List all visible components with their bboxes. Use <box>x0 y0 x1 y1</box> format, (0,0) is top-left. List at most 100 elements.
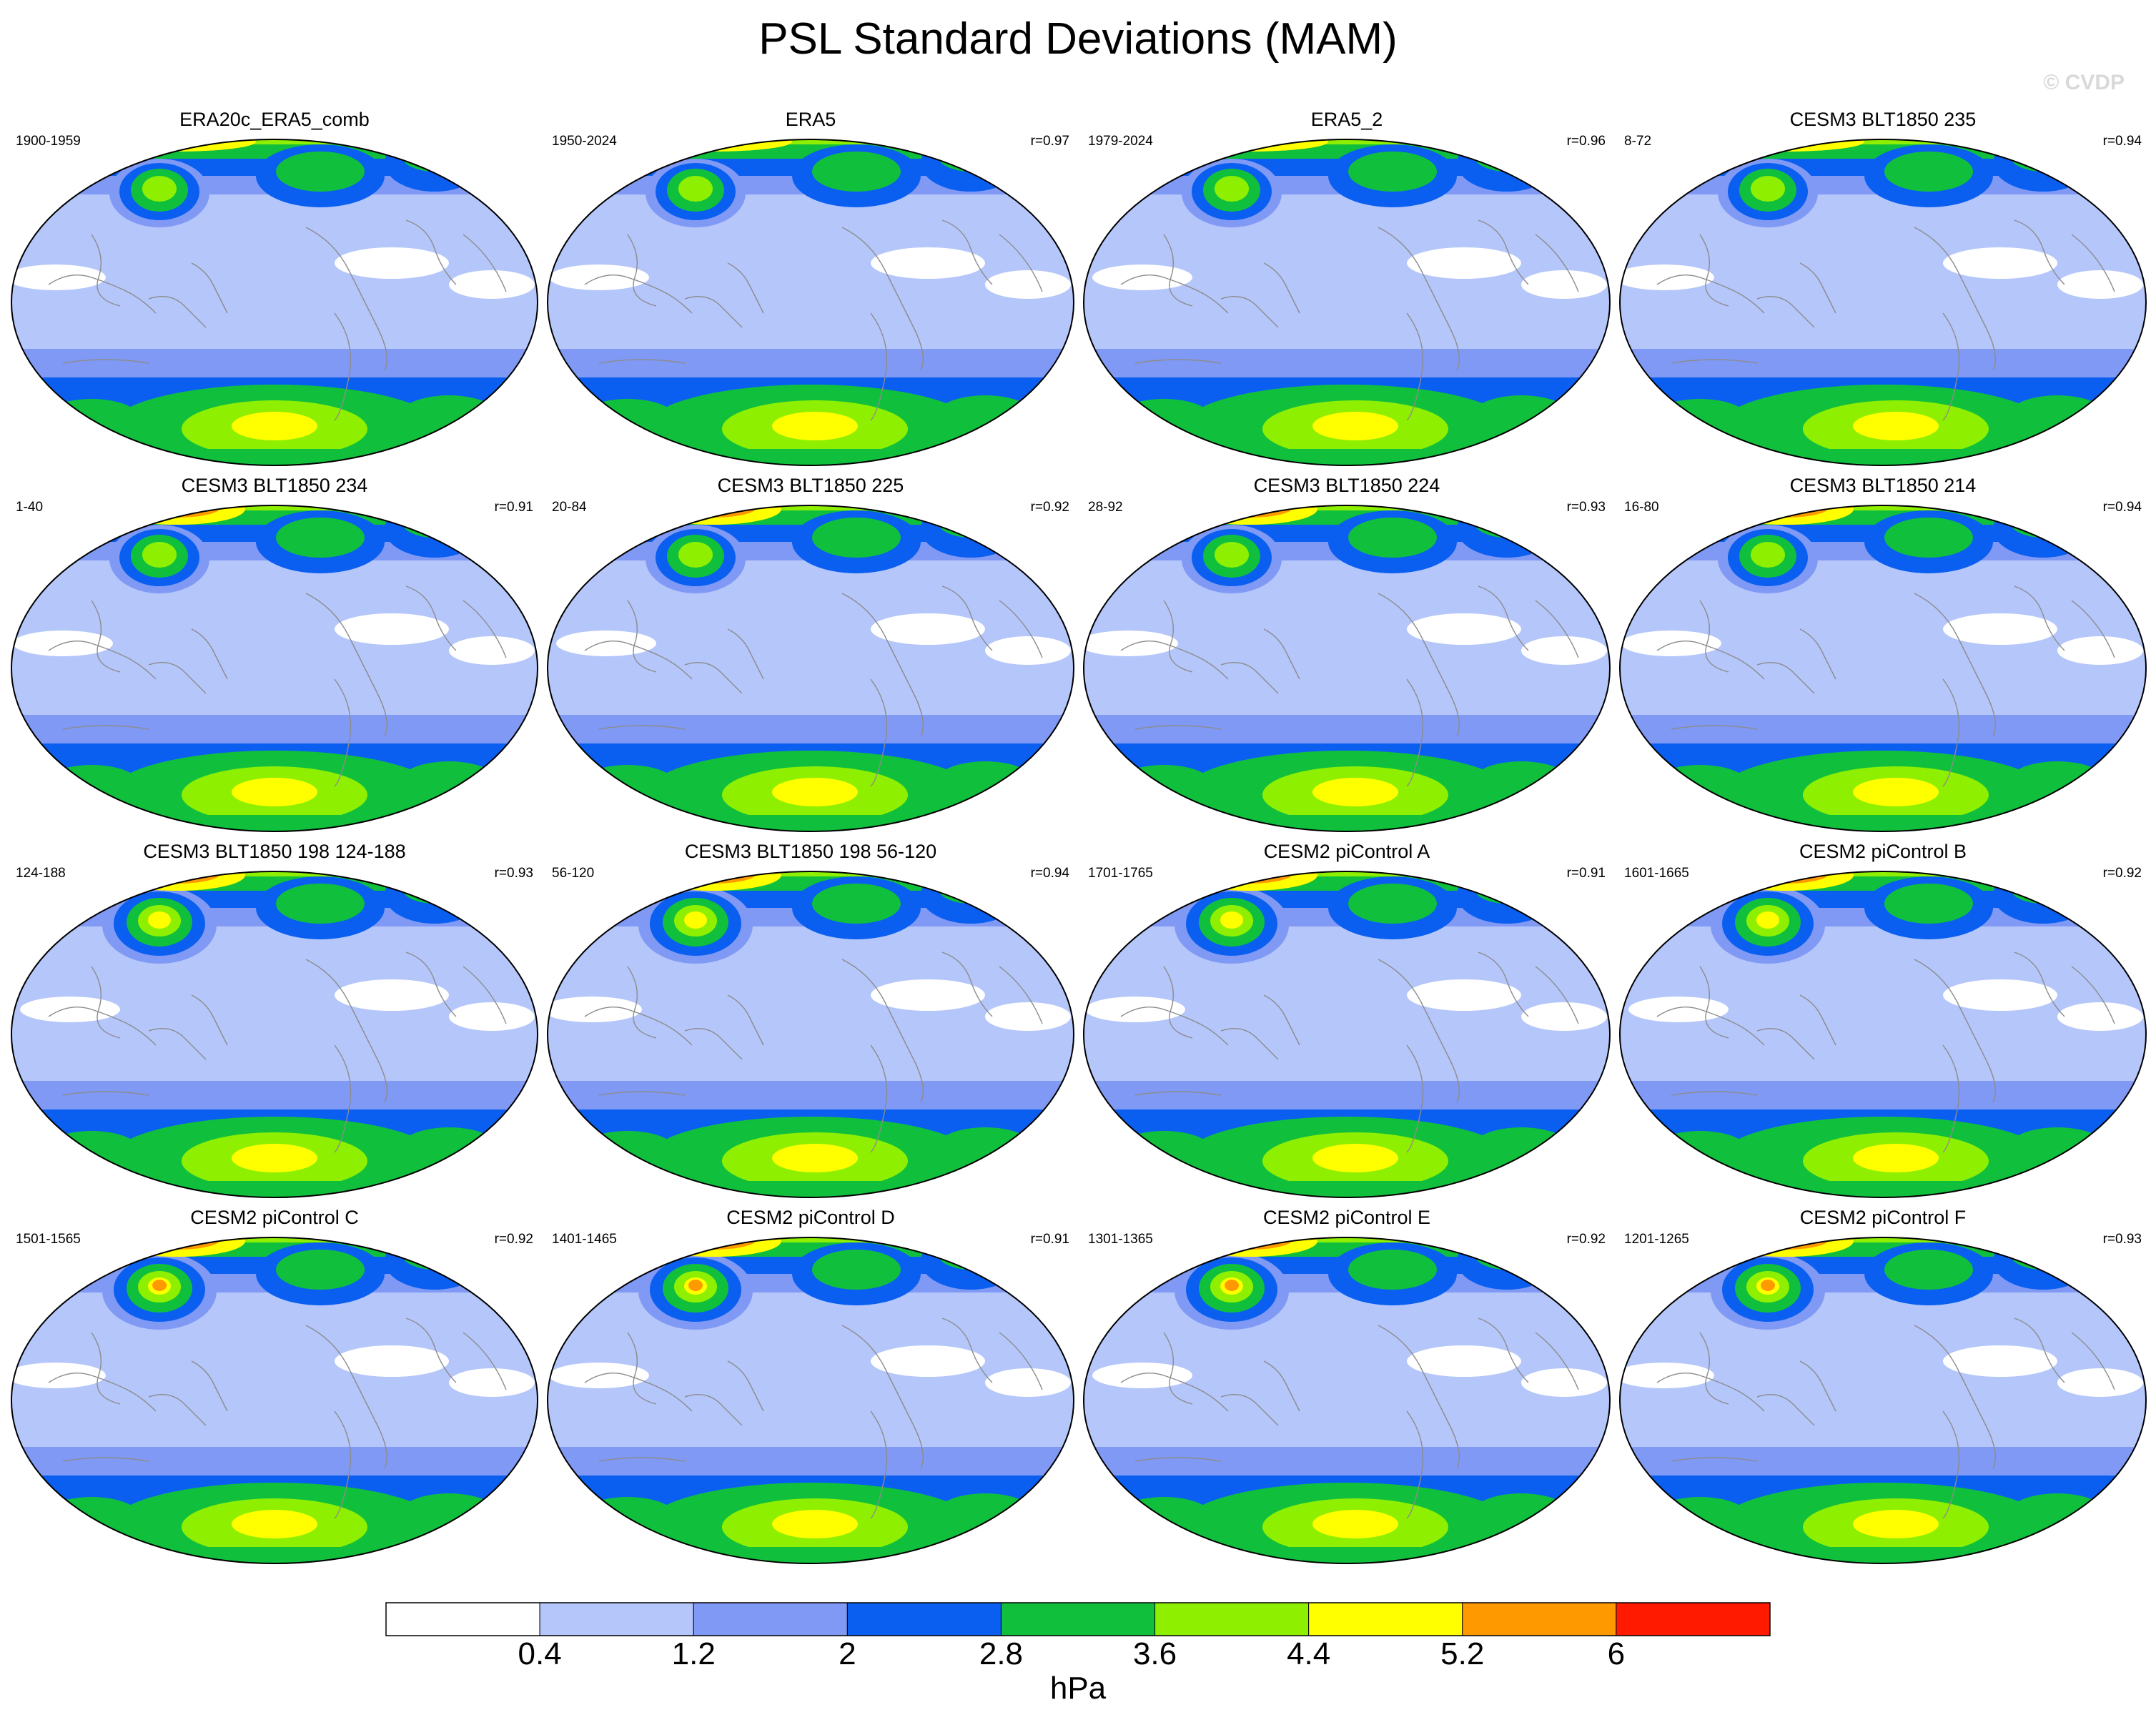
colorbar <box>385 1602 1771 1636</box>
panel-title: CESM3 BLT1850 198 56-120 <box>684 841 937 862</box>
contour-map <box>1619 139 2147 466</box>
panel-title: CESM2 piControl A <box>1263 841 1430 862</box>
colorbar-units: hPa <box>1049 1671 1107 1706</box>
contour-map <box>547 871 1074 1198</box>
colorbar-swatch <box>385 1602 540 1636</box>
contour-map <box>11 505 538 832</box>
panel-title: CESM2 piControl D <box>726 1207 895 1228</box>
panel-years: 1900-1959 <box>16 134 81 149</box>
colorbar-tick-label: 6 <box>1607 1636 1626 1671</box>
panel-title: CESM2 piControl C <box>190 1207 359 1228</box>
panel-title: CESM2 piControl F <box>1799 1207 1967 1228</box>
map-panel: CESM3 BLT1850 224 28-92 r=0.93 <box>1078 473 1616 839</box>
panel-years: 56-120 <box>552 866 595 881</box>
panel-correlation: r=0.92 <box>494 1232 533 1247</box>
panel-title: CESM3 BLT1850 234 <box>181 475 368 496</box>
colorbar-swatch <box>1000 1602 1156 1636</box>
panel-correlation: r=0.93 <box>494 866 533 881</box>
contour-map <box>547 505 1074 832</box>
map-panel: CESM3 BLT1850 214 16-80 r=0.94 <box>1614 473 2152 839</box>
colorbar-tick-label: 3.6 <box>1132 1636 1177 1671</box>
panel-years: 16-80 <box>1624 500 1659 515</box>
figure-title: PSL Standard Deviations (MAM) <box>758 14 1398 64</box>
map-panel: CESM2 piControl F 1201-1265 r=0.93 <box>1614 1205 2152 1571</box>
watermark: © CVDP <box>2043 71 2125 94</box>
contour-map <box>11 871 538 1198</box>
panel-title: CESM2 piControl E <box>1262 1207 1431 1228</box>
panel-years: 1601-1665 <box>1624 866 1689 881</box>
panel-correlation: r=0.94 <box>2102 500 2142 515</box>
panel-years: 124-188 <box>16 866 66 881</box>
contour-map <box>547 139 1074 466</box>
colorbar-tick-label: 4.4 <box>1287 1636 1331 1671</box>
panel-years: 1950-2024 <box>552 134 617 149</box>
colorbar-swatch <box>539 1602 694 1636</box>
panel-years: 8-72 <box>1624 134 1652 149</box>
panel-years: 20-84 <box>552 500 587 515</box>
panel-correlation: r=0.96 <box>1566 134 1606 149</box>
colorbar-tick-label: 0.4 <box>518 1636 562 1671</box>
panel-title: ERA5_2 <box>1310 109 1383 130</box>
colorbar-tick-label: 5.2 <box>1440 1636 1485 1671</box>
colorbar-tick-label: 2 <box>839 1636 856 1671</box>
contour-map <box>11 1237 538 1564</box>
contour-map <box>1619 871 2147 1198</box>
panel-years: 1401-1465 <box>552 1232 617 1247</box>
panel-years: 1501-1565 <box>16 1232 81 1247</box>
contour-map <box>1619 1237 2147 1564</box>
panel-correlation: r=0.91 <box>494 500 533 515</box>
panel-correlation: r=0.97 <box>1030 134 1069 149</box>
map-panel: CESM3 BLT1850 198 56-120 56-120 r=0.94 <box>542 839 1079 1205</box>
panel-title: CESM3 BLT1850 224 <box>1253 475 1440 496</box>
contour-map <box>11 139 538 466</box>
panel-years: 1301-1365 <box>1088 1232 1153 1247</box>
panel-years: 28-92 <box>1088 500 1123 515</box>
colorbar-swatch <box>1154 1602 1310 1636</box>
contour-map <box>1083 1237 1611 1564</box>
panel-title: ERA20c_ERA5_comb <box>179 109 370 130</box>
map-panel: CESM3 BLT1850 198 124-188 124-188 r=0.93 <box>6 839 543 1205</box>
panel-correlation: r=0.92 <box>1030 500 1069 515</box>
panel-correlation: r=0.94 <box>2102 134 2142 149</box>
panel-correlation: r=0.91 <box>1030 1232 1069 1247</box>
panel-grid: ERA20c_ERA5_comb 1900-1959 ERA5 1950-2024 r=… <box>6 107 2152 1571</box>
colorbar-swatch <box>1616 1602 1771 1636</box>
panel-title: CESM3 BLT1850 225 <box>717 475 904 496</box>
colorbar-swatch <box>1308 1602 1463 1636</box>
panel-title: ERA5 <box>785 109 836 130</box>
map-panel: CESM2 piControl C 1501-1565 r=0.92 <box>6 1205 543 1571</box>
panel-correlation: r=0.93 <box>1566 500 1606 515</box>
panel-correlation: r=0.92 <box>1566 1232 1606 1247</box>
contour-map <box>547 1237 1074 1564</box>
map-panel: ERA20c_ERA5_comb 1900-1959 <box>6 107 543 473</box>
panel-correlation: r=0.91 <box>1566 866 1606 881</box>
map-panel: CESM2 piControl A 1701-1765 r=0.91 <box>1078 839 1616 1205</box>
colorbar-swatch <box>693 1602 848 1636</box>
map-panel: CESM2 piControl D 1401-1465 r=0.91 <box>542 1205 1079 1571</box>
map-panel: CESM3 BLT1850 235 8-72 r=0.94 <box>1614 107 2152 473</box>
colorbar-tick-label: 2.8 <box>979 1636 1024 1671</box>
panel-title: CESM3 BLT1850 214 <box>1789 475 1977 496</box>
contour-map <box>1083 139 1611 466</box>
map-panel: ERA5 1950-2024 r=0.97 <box>542 107 1079 473</box>
map-panel: CESM3 BLT1850 225 20-84 r=0.92 <box>542 473 1079 839</box>
panel-correlation: r=0.93 <box>2102 1232 2142 1247</box>
panel-years: 1-40 <box>16 500 44 515</box>
contour-map <box>1619 505 2147 832</box>
panel-title: CESM3 BLT1850 198 124-188 <box>143 841 406 862</box>
panel-correlation: r=0.92 <box>2102 866 2142 881</box>
map-panel: CESM2 piControl E 1301-1365 r=0.92 <box>1078 1205 1616 1571</box>
panel-years: 1201-1265 <box>1624 1232 1689 1247</box>
colorbar-tick-label: 1.2 <box>671 1636 716 1671</box>
contour-map <box>1083 505 1611 832</box>
map-panel: CESM3 BLT1850 234 1-40 r=0.91 <box>6 473 543 839</box>
map-panel: ERA5_2 1979-2024 r=0.96 <box>1078 107 1616 473</box>
panel-title: CESM3 BLT1850 235 <box>1789 109 1977 130</box>
panel-years: 1701-1765 <box>1088 866 1153 881</box>
map-panel: CESM2 piControl B 1601-1665 r=0.92 <box>1614 839 2152 1205</box>
contour-map <box>1083 871 1611 1198</box>
panel-correlation: r=0.94 <box>1030 866 1069 881</box>
colorbar-swatch <box>846 1602 1002 1636</box>
panel-title: CESM2 piControl B <box>1799 841 1967 862</box>
colorbar-swatch <box>1462 1602 1617 1636</box>
